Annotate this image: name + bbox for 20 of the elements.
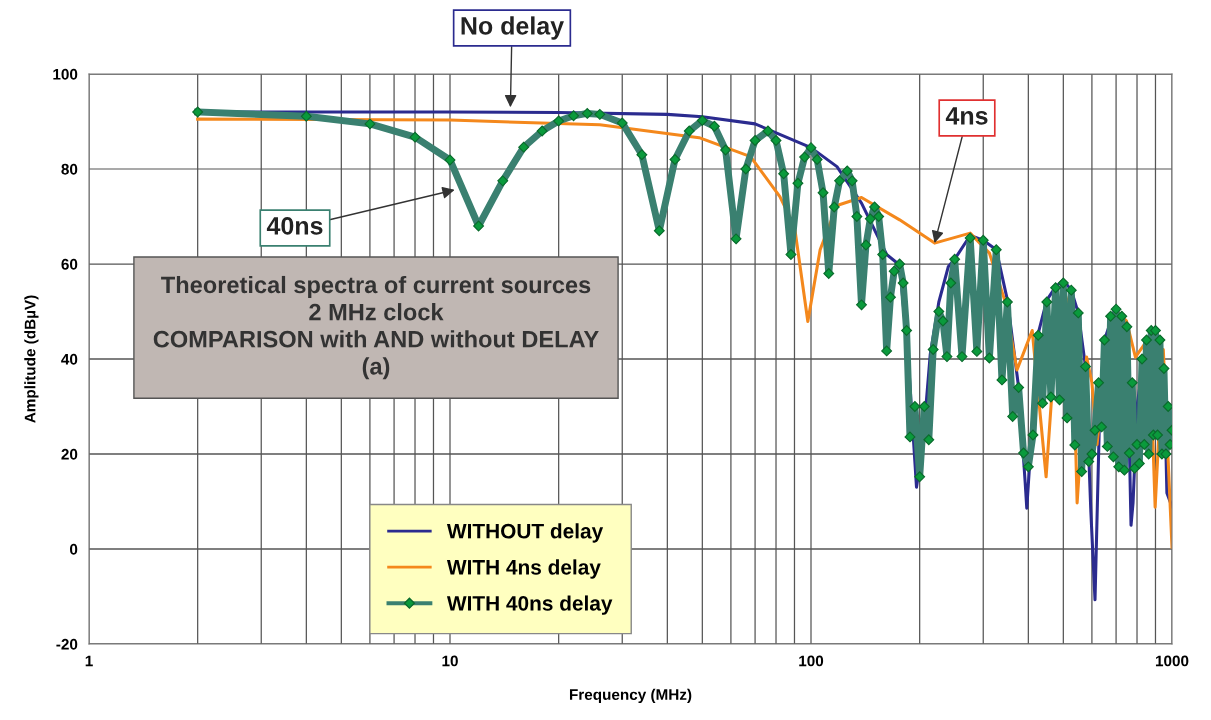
y-axis-title: Amplitude (dBµV) — [24, 295, 39, 423]
annotation: 4ns — [945, 107, 988, 125]
y-tick-label: 20 — [61, 448, 78, 460]
legend-label: WITHOUT delay — [446, 523, 604, 543]
legend-label: WITH 40ns delay — [446, 595, 613, 615]
y-tick-label: 0 — [70, 543, 78, 555]
y-tick-label: 60 — [61, 258, 78, 270]
x-tick-label: 1000 — [1155, 655, 1189, 667]
y-tick-label: 100 — [53, 68, 78, 80]
y-tick-label: -20 — [56, 638, 78, 650]
x-tick-label: 1 — [85, 655, 93, 667]
annotation: No delay — [461, 16, 564, 40]
x-axis-title: Frequency (MHz) — [569, 688, 692, 704]
annotation: 40ns — [266, 217, 323, 235]
legend-label: WITH 4ns delay — [446, 559, 601, 579]
x-tick-label: 100 — [799, 655, 824, 667]
x-tick-label: 10 — [442, 655, 458, 667]
y-tick-label: 80 — [61, 163, 78, 175]
y-tick-label: 40 — [61, 353, 78, 365]
annotation: Theoretical spectra of current sources 2 MHz clock COMPARISON with AND without DELAY (a) — [153, 275, 599, 380]
